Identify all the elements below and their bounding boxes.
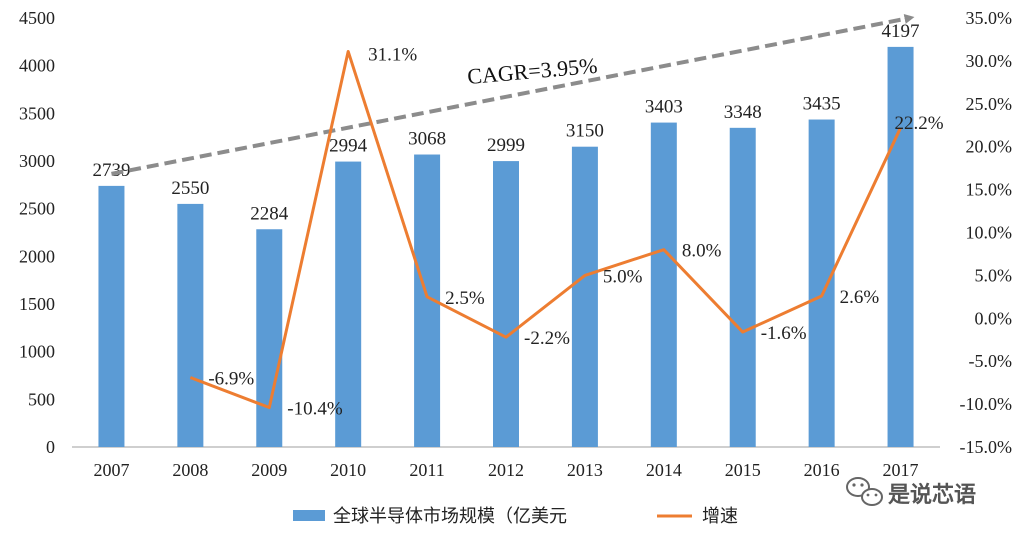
legend: 全球半导体市场规模（亿美元 增速 — [293, 506, 738, 527]
right-axis: -15.0% -10.0% -5.0% 0.0% 5.0% 10.0% 15.0% 20.0%… — [960, 8, 1013, 457]
bar-series — [98, 46, 914, 448]
bar — [493, 161, 519, 447]
cagr-trend-arrow — [111, 14, 915, 176]
x-axis-tick-label: 2007 — [93, 460, 129, 480]
bar-value-label: 2994 — [329, 136, 368, 157]
growth-line-series — [189, 49, 902, 410]
right-axis-tick-label: -5.0% — [969, 351, 1013, 371]
bar — [571, 146, 598, 447]
right-axis-tick-label: 5.0% — [975, 265, 1013, 285]
bar — [808, 119, 835, 447]
x-axis-tick-label: 2016 — [804, 460, 840, 480]
bar-value-label: 2550 — [171, 178, 209, 199]
growth-value-label: -6.9% — [208, 369, 254, 390]
right-axis-tick-label: 15.0% — [966, 180, 1013, 200]
bar-value-label: 4197 — [882, 21, 920, 42]
right-axis-tick-label: 35.0% — [966, 8, 1013, 28]
bar-value-label: 3435 — [803, 94, 841, 115]
right-axis-tick-label: 20.0% — [966, 137, 1013, 157]
growth-value-label: 8.0% — [682, 241, 722, 262]
legend-label-market-size: 全球半导体市场规模（亿美元 — [333, 506, 567, 527]
bar-value-label: 2999 — [487, 135, 525, 156]
right-axis-tick-label: 30.0% — [966, 51, 1013, 71]
bar-labels: 2739 2550 2284 2994 3068 2999 3150 3403 3348 3435… — [92, 21, 919, 224]
legend-label-growth: 增速 — [702, 506, 738, 527]
right-axis-tick-label: 10.0% — [966, 223, 1013, 243]
bar-value-label: 2284 — [250, 203, 289, 224]
watermark-text: 是说芯语 — [888, 482, 976, 508]
right-axis-tick-label: 0.0% — [975, 308, 1013, 328]
left-axis-tick-label: 1000 — [19, 342, 55, 362]
growth-value-label: 2.6% — [840, 287, 880, 308]
legend-swatch-bar — [293, 510, 325, 521]
growth-value-label: -1.6% — [761, 323, 807, 344]
growth-value-label: 5.0% — [603, 266, 643, 287]
watermark: 是说芯语 — [846, 477, 976, 508]
right-axis-tick-label: -15.0% — [960, 437, 1013, 457]
bar — [887, 46, 914, 448]
x-axis-tick-label: 2011 — [409, 460, 444, 480]
x-axis-tick-label: 2013 — [567, 460, 603, 480]
x-axis-tick-label: 2010 — [330, 460, 366, 480]
bar-value-label: 2739 — [92, 160, 130, 181]
bar-value-label: 3348 — [724, 102, 762, 123]
left-axis-tick-label: 3000 — [19, 151, 55, 171]
growth-value-label: 31.1% — [368, 44, 417, 65]
wechat-icon — [846, 477, 883, 506]
bar — [177, 203, 204, 447]
x-axis: 2007 2008 2009 2010 2011 2012 2013 2014 2015 2016… — [93, 460, 918, 480]
right-axis-tick-label: -10.0% — [960, 394, 1013, 414]
growth-value-label: 22.2% — [895, 113, 944, 134]
growth-value-label: -10.4% — [287, 399, 343, 420]
x-axis-tick-label: 2009 — [251, 460, 287, 480]
x-axis-tick-label: 2015 — [725, 460, 761, 480]
x-axis-tick-label: 2014 — [646, 460, 682, 480]
growth-value-label: 2.5% — [445, 288, 485, 309]
bar-value-label: 3150 — [566, 121, 604, 142]
right-axis-tick-label: 25.0% — [966, 94, 1013, 114]
left-axis-tick-label: 0 — [46, 437, 55, 457]
left-axis-tick-label: 4500 — [19, 8, 55, 28]
left-axis-tick-label: 3500 — [19, 103, 55, 123]
x-axis-tick-label: 2008 — [172, 460, 208, 480]
bar — [98, 185, 125, 447]
bar — [729, 127, 756, 447]
bar — [335, 161, 362, 447]
bar-value-label: 3068 — [408, 129, 446, 150]
bar-value-label: 3403 — [645, 97, 683, 118]
left-axis-tick-label: 1500 — [19, 294, 55, 314]
x-axis-tick-label: 2017 — [883, 460, 919, 480]
growth-labels: -6.9% -10.4% 31.1% 2.5% -2.2% 5.0% 8.0% -1.6% 2.… — [208, 44, 943, 419]
left-axis-tick-label: 2500 — [19, 199, 55, 219]
left-axis: 0 500 1000 1500 2000 2500 3000 3500 4000 4500 — [19, 8, 55, 457]
left-axis-tick-label: 500 — [28, 389, 55, 409]
bar — [650, 122, 677, 448]
growth-line — [189, 49, 902, 410]
left-axis-tick-label: 4000 — [19, 56, 55, 76]
left-axis-tick-label: 2000 — [19, 246, 55, 266]
bar — [256, 229, 283, 447]
growth-value-label: -2.2% — [524, 328, 570, 349]
x-axis-tick-label: 2012 — [488, 460, 524, 480]
